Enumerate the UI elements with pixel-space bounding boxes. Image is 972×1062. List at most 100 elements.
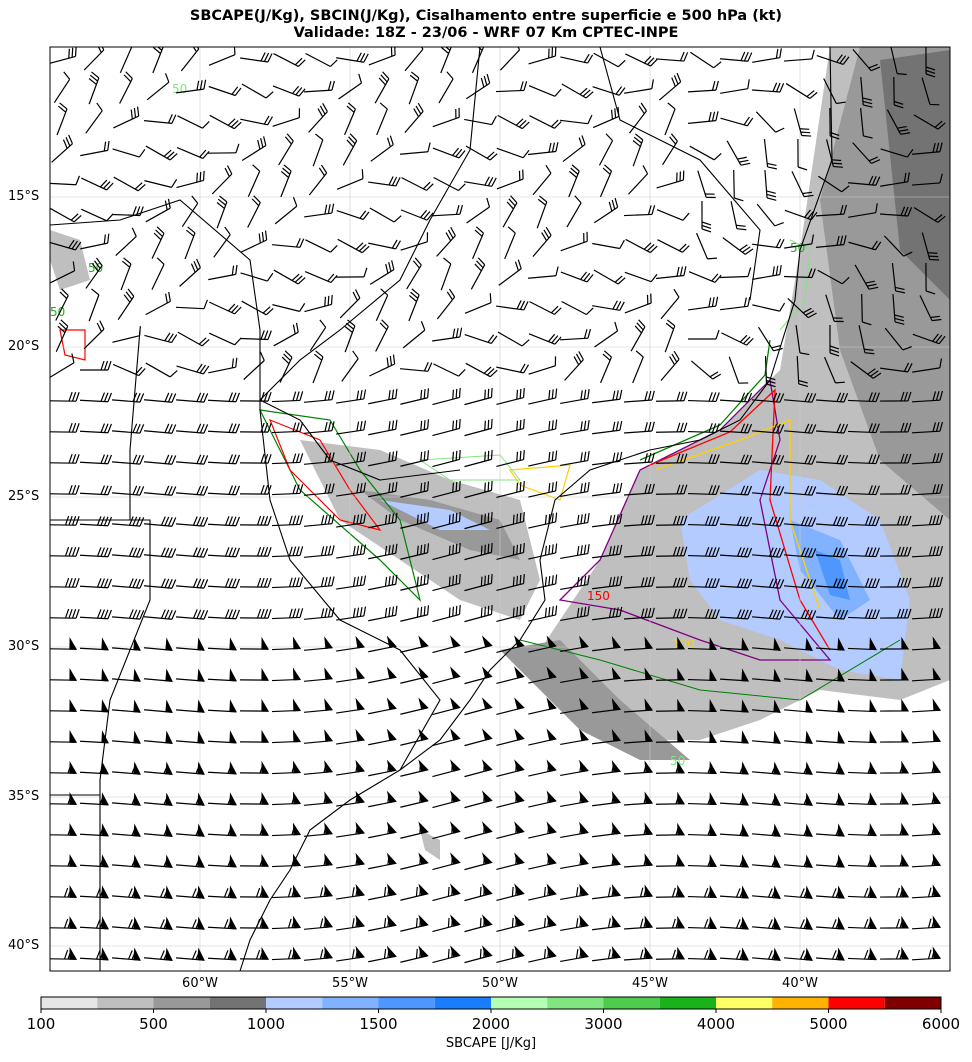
wind-barb — [176, 79, 207, 94]
wind-barb — [207, 668, 238, 682]
wind-barb — [464, 666, 493, 685]
wind-barb — [336, 575, 367, 590]
wind-barb — [624, 79, 654, 94]
wind-barb — [308, 103, 328, 133]
wind-barb — [50, 729, 78, 743]
wind-barb — [144, 823, 173, 837]
wind-barb — [816, 54, 850, 65]
wind-barb — [338, 73, 363, 100]
wind-barb — [400, 914, 429, 932]
wind-barb — [207, 730, 238, 744]
wind-barb — [655, 946, 686, 960]
wind-barb — [496, 300, 529, 311]
colorbar-segment — [209, 997, 266, 1009]
wind-barb — [784, 668, 813, 682]
wind-barb — [687, 80, 719, 93]
wind-barb — [271, 515, 304, 527]
wind-barb — [368, 945, 397, 963]
wind-barb — [207, 392, 241, 403]
wind-barb — [50, 353, 75, 378]
wind-barb — [911, 915, 942, 930]
wind-barb — [560, 821, 589, 839]
wind-barb — [560, 231, 588, 252]
wind-barb — [793, 108, 812, 137]
wind-barb — [119, 71, 133, 104]
wind-barb — [662, 133, 678, 166]
wind-barb — [719, 516, 753, 527]
wind-barb — [599, 164, 613, 198]
wind-barb — [113, 176, 146, 192]
wind-barb — [177, 115, 210, 129]
wind-barb — [912, 333, 946, 345]
wind-barb — [783, 49, 815, 62]
wind-barb — [687, 454, 720, 465]
wind-barb — [336, 389, 367, 404]
wind-barb — [247, 195, 261, 228]
wind-barb — [207, 578, 241, 589]
wind-barb — [783, 268, 816, 279]
wind-barb — [623, 760, 654, 775]
colorbar-segment — [659, 997, 716, 1009]
wind-barb — [239, 636, 270, 650]
wind-barb — [208, 264, 238, 281]
wind-barb — [400, 852, 429, 870]
wind-barb — [852, 142, 881, 164]
wind-barb — [751, 699, 781, 713]
wind-barb — [175, 916, 205, 930]
wind-barb — [655, 853, 686, 867]
wind-barb — [752, 48, 782, 63]
wind-barb — [528, 852, 557, 870]
wind-barb — [336, 914, 365, 931]
wind-barb — [466, 197, 491, 224]
wind-barb — [751, 885, 781, 899]
wind-barb — [784, 454, 817, 465]
wind-barb — [687, 730, 718, 744]
wind-barb — [592, 106, 620, 129]
wind-barb — [79, 609, 113, 620]
wind-barb — [368, 543, 398, 560]
lon-label: 40°W — [782, 976, 818, 991]
wind-barb — [175, 392, 209, 403]
wind-barb — [207, 916, 238, 930]
wind-barb — [496, 635, 525, 654]
wind-barb — [496, 450, 525, 468]
wind-barb — [495, 81, 528, 93]
wind-barb — [50, 853, 78, 867]
wind-barb — [304, 545, 335, 558]
wind-barb — [408, 71, 420, 105]
wind-barb — [144, 485, 177, 496]
wind-barb — [241, 230, 268, 253]
wind-barb — [594, 321, 619, 348]
colorbar-segment — [603, 997, 660, 1009]
wind-barb — [144, 332, 178, 344]
wind-barb — [592, 729, 622, 745]
wind-barb — [464, 697, 493, 716]
wind-barb — [464, 635, 493, 654]
wind-barb — [848, 203, 878, 218]
wind-barb — [592, 853, 622, 869]
wind-barb — [369, 207, 402, 223]
wind-barb — [751, 516, 785, 527]
wind-barb — [85, 102, 103, 134]
wind-barb — [784, 947, 813, 961]
colorbar-segment — [97, 997, 154, 1009]
chart-title: SBCAPE(J/Kg), SBCIN(J/Kg), Cisalhamento … — [189, 8, 783, 24]
wind-barb — [111, 423, 145, 434]
wind-barb — [271, 853, 302, 868]
wind-barb — [240, 272, 274, 282]
wind-barb — [404, 47, 424, 72]
wind-barb — [247, 164, 261, 198]
wind-barb — [528, 728, 557, 746]
wind-barb — [560, 759, 589, 777]
wind-barb — [751, 547, 785, 558]
wind-barb — [763, 139, 777, 170]
wind-barb — [432, 821, 461, 840]
wind-barb — [464, 790, 493, 809]
wind-barb — [529, 115, 562, 129]
wind-barb — [687, 761, 718, 775]
wind-barb — [271, 608, 304, 620]
wind-barb — [795, 325, 810, 356]
wind-barb — [304, 421, 335, 434]
wind-barb — [496, 147, 530, 159]
